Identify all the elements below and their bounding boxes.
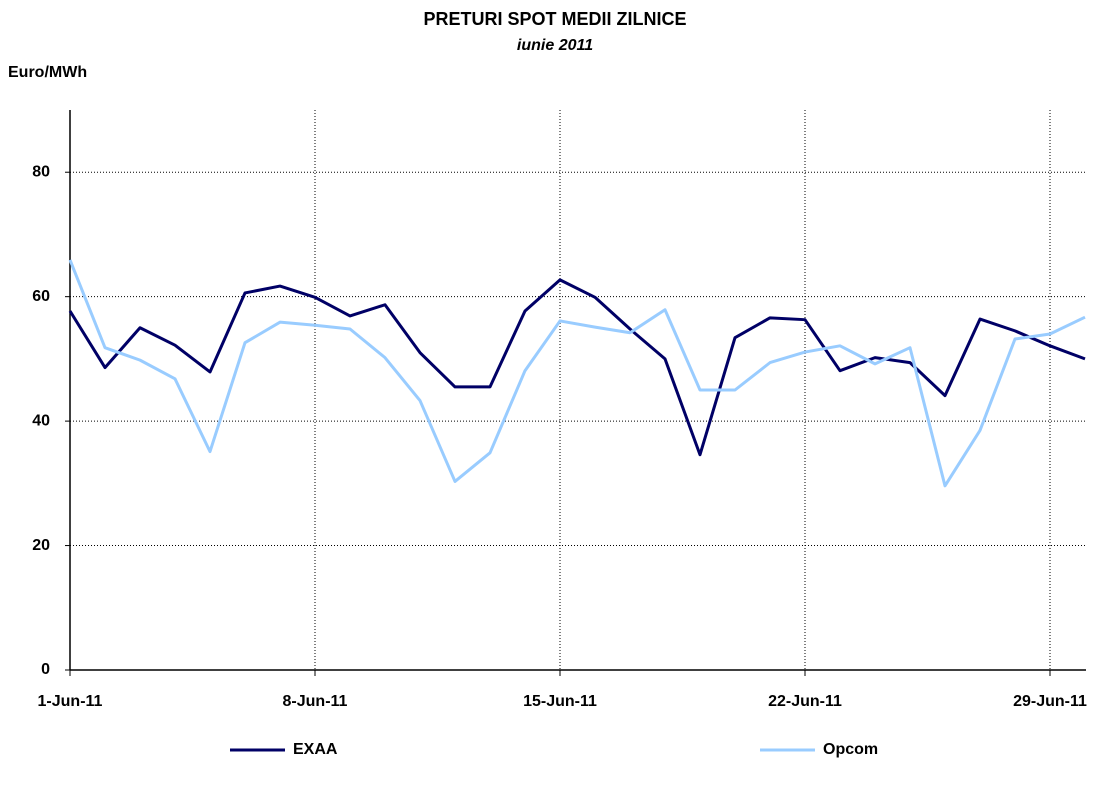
- legend-label: Opcom: [823, 741, 878, 758]
- y-tick-label: 40: [32, 412, 50, 429]
- legend-label: EXAA: [293, 741, 338, 758]
- chart-title: PRETURI SPOT MEDII ZILNICE: [423, 9, 686, 29]
- x-tick-label: 29-Jun-11: [1013, 693, 1087, 710]
- series-line: [68, 259, 1086, 488]
- y-tick-label: 0: [41, 661, 50, 678]
- x-tick-label: 22-Jun-11: [768, 693, 842, 710]
- series-line: [68, 278, 1086, 457]
- y-axis-label: Euro/MWh: [8, 64, 87, 81]
- y-tick-label: 80: [32, 163, 50, 180]
- x-tick-label: 8-Jun-11: [283, 693, 348, 710]
- chart-subtitle: iunie 2011: [517, 37, 593, 54]
- y-tick-label: 20: [32, 537, 50, 554]
- x-tick-label: 1-Jun-11: [38, 693, 103, 710]
- y-tick-label: 60: [32, 288, 50, 305]
- x-tick-label: 15-Jun-11: [523, 693, 597, 710]
